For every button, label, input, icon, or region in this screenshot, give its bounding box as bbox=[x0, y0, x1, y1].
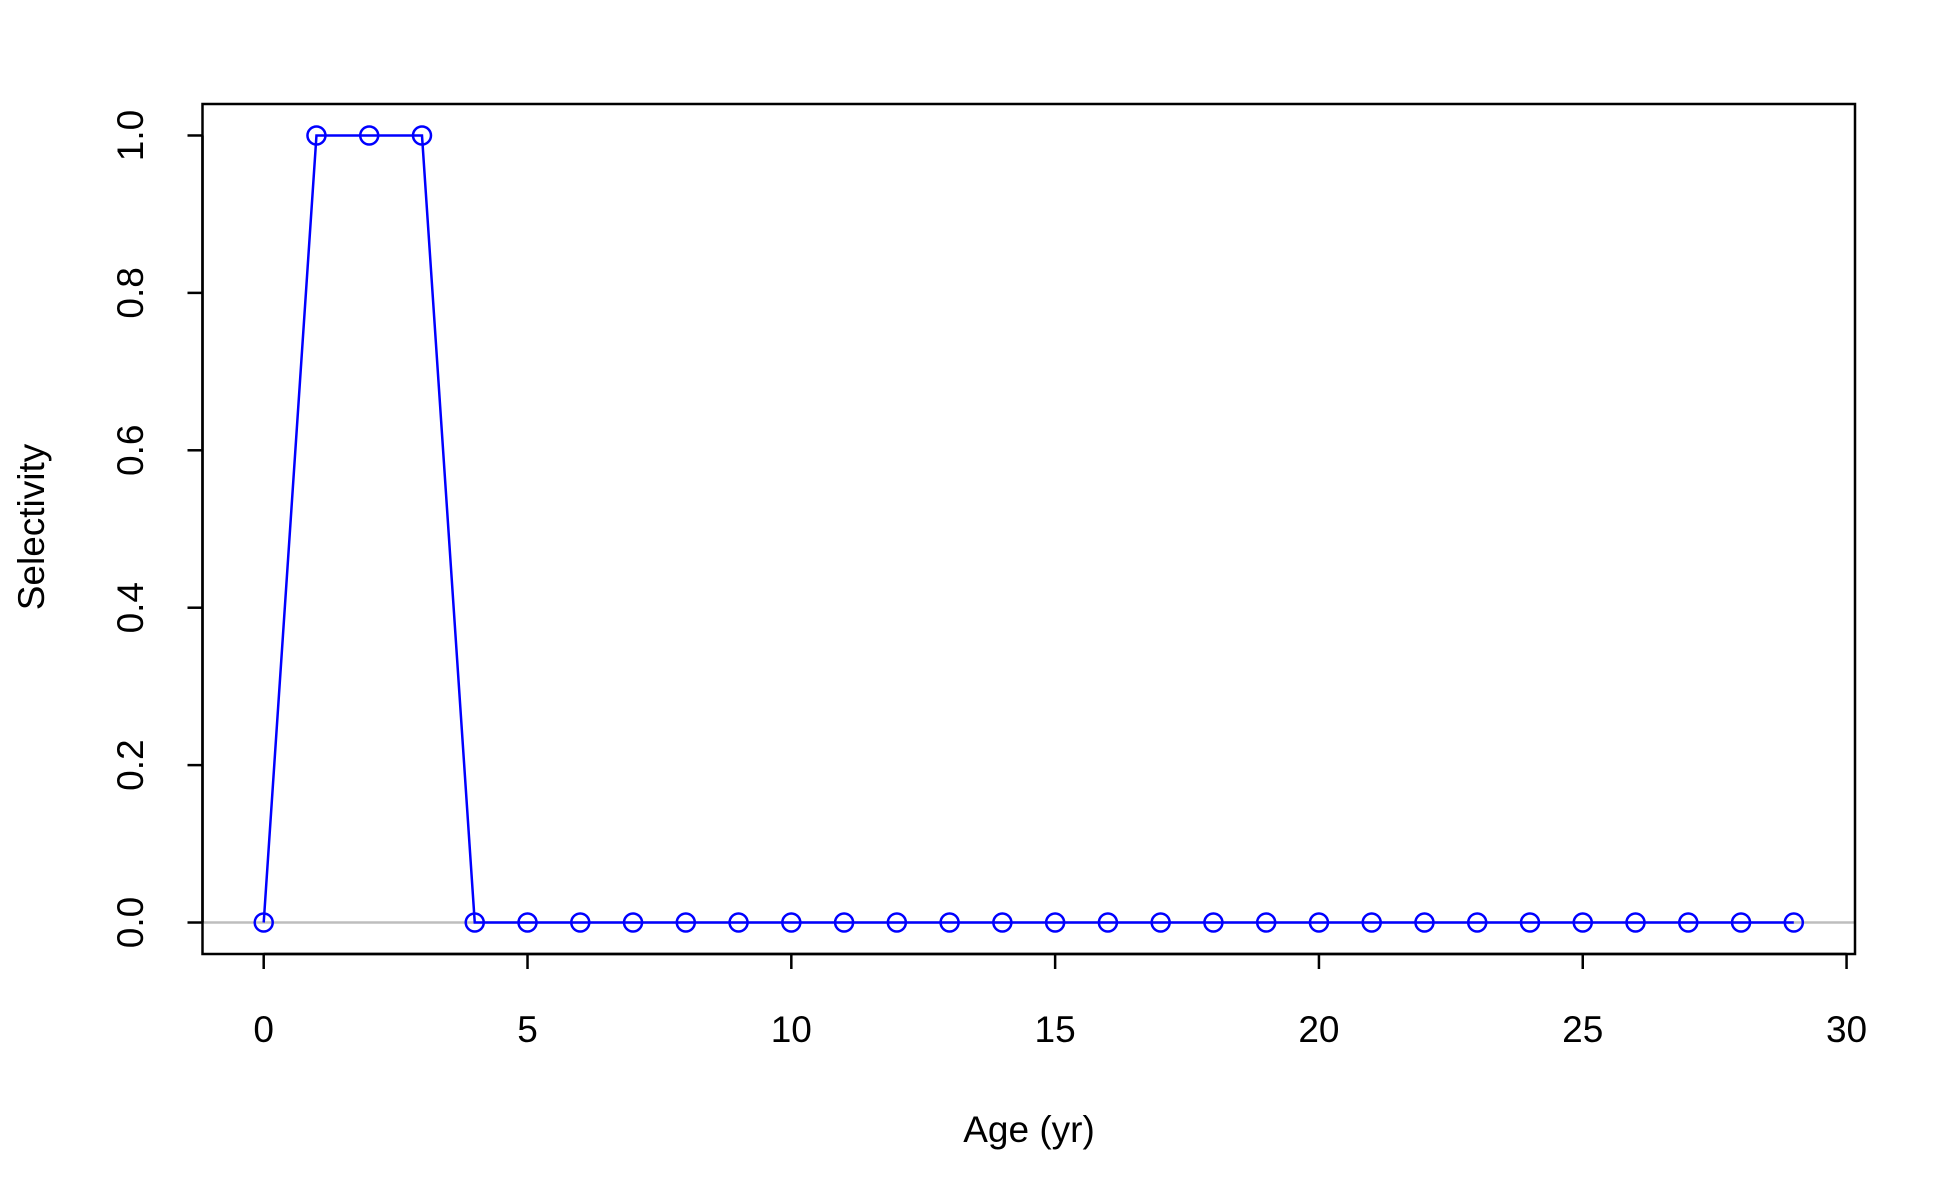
data-point bbox=[1730, 912, 1752, 933]
data-point bbox=[1097, 912, 1119, 933]
data-point bbox=[464, 912, 486, 933]
x-axis-label: Age (yr) bbox=[963, 1109, 1095, 1150]
data-point bbox=[1361, 912, 1382, 933]
data-point bbox=[1466, 912, 1488, 933]
data-point bbox=[306, 125, 327, 146]
data-point bbox=[1625, 912, 1646, 933]
y-axis-label: Selectivity bbox=[11, 443, 52, 610]
data-point bbox=[1308, 912, 1330, 933]
y-tick-label: 1.0 bbox=[110, 110, 151, 161]
data-point bbox=[358, 125, 380, 146]
y-tick-label: 0.4 bbox=[110, 582, 151, 633]
data-point bbox=[1678, 912, 1699, 933]
data-point bbox=[728, 912, 749, 933]
y-tick-label: 0.0 bbox=[110, 897, 151, 948]
data-point bbox=[886, 912, 908, 933]
x-tick-label: 25 bbox=[1562, 1009, 1603, 1050]
data-point bbox=[411, 125, 433, 146]
x-tick-label: 5 bbox=[517, 1009, 538, 1050]
data-point bbox=[1203, 912, 1224, 933]
x-tick-label: 30 bbox=[1826, 1009, 1867, 1050]
y-tick-label: 0.8 bbox=[110, 267, 151, 318]
data-point bbox=[1519, 912, 1541, 933]
data-point bbox=[675, 912, 697, 933]
data-point bbox=[1044, 912, 1066, 933]
data-point bbox=[1255, 912, 1277, 933]
x-tick-label: 15 bbox=[1035, 1009, 1076, 1050]
data-point bbox=[939, 912, 960, 933]
data-point bbox=[1572, 912, 1593, 933]
data-point bbox=[622, 912, 644, 933]
data-point bbox=[1414, 912, 1435, 933]
x-tick-label: 20 bbox=[1298, 1009, 1339, 1050]
data-point bbox=[833, 912, 855, 933]
data-point bbox=[517, 912, 538, 933]
data-point bbox=[570, 912, 591, 933]
x-tick-label: 0 bbox=[253, 1009, 274, 1050]
y-tick-label: 0.6 bbox=[110, 425, 151, 476]
x-tick-label: 10 bbox=[771, 1009, 812, 1050]
y-tick-label: 0.2 bbox=[110, 739, 151, 790]
data-point bbox=[1150, 912, 1171, 933]
data-point bbox=[253, 912, 274, 933]
data-point bbox=[1783, 912, 1805, 933]
data-point bbox=[992, 912, 1013, 933]
data-point bbox=[781, 912, 802, 933]
